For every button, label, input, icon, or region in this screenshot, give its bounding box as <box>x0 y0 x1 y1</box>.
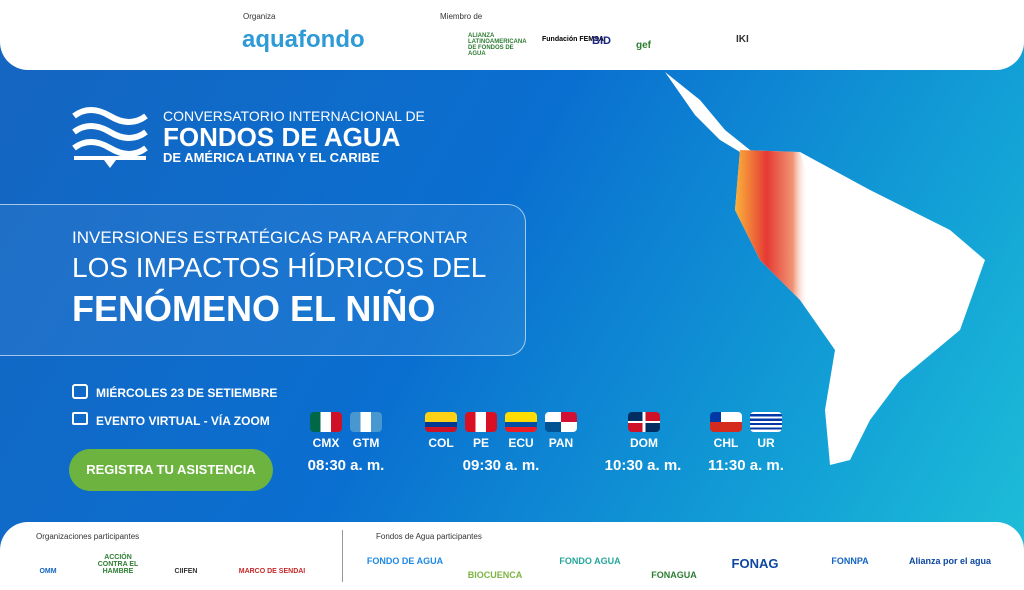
country-code: ECU <box>508 436 534 450</box>
fund-logo: BIOCUENCA <box>467 570 523 580</box>
fund-logo: FONNPA <box>831 556 869 566</box>
org-logo: OMM <box>39 568 57 575</box>
map <box>665 72 985 465</box>
fund-logo: FONAGUA <box>651 570 697 580</box>
brand: aquafondo <box>242 26 365 53</box>
flag <box>425 412 457 432</box>
waves-icon <box>72 107 148 168</box>
fund-logo: FONDO AGUA <box>559 556 621 566</box>
venue: EVENTO VIRTUAL - VÍA ZOOM <box>96 414 270 428</box>
title-line: CONVERSATORIO INTERNACIONAL DE <box>163 108 425 124</box>
country-code: DOM <box>630 436 658 450</box>
country-code: CMX <box>312 436 340 450</box>
member-logo: ALIANZA LATINOAMERICANA DE FONDOS DE AGU… <box>468 33 527 57</box>
country-code: COL <box>428 436 454 450</box>
fund-logo: Alianza por el agua <box>908 556 992 566</box>
time: 09:30 a. m. <box>462 457 540 474</box>
time: 08:30 a. m. <box>307 457 385 474</box>
org-logo: MARCO DE SENDAI <box>238 568 306 575</box>
flag <box>710 412 742 432</box>
headline-line: LOS IMPACTOS HÍDRICOS DEL <box>72 252 487 283</box>
time: 10:30 a. m. <box>604 457 682 474</box>
label: Fondos de Agua participantes <box>376 532 482 541</box>
flag <box>750 412 782 432</box>
headline-line: INVERSIONES ESTRATÉGICAS PARA AFRONTAR <box>72 228 468 247</box>
headline-line: FENÓMENO EL NIÑO <box>72 288 436 329</box>
flag <box>350 412 382 432</box>
flag <box>628 412 660 432</box>
flag <box>545 412 577 432</box>
label: Organizaciones participantes <box>36 532 140 541</box>
flag <box>465 412 497 432</box>
flag <box>310 412 342 432</box>
screen-icon <box>72 412 88 425</box>
header: Organiza aquafondo Miembro de ALIANZA LA… <box>0 0 1024 70</box>
country-code: PAN <box>548 436 574 450</box>
country-code: PE <box>472 436 489 450</box>
title-line: DE AMÉRICA LATINA Y EL CARIBE <box>163 150 380 165</box>
calendar-icon <box>72 384 88 399</box>
footer: Organizaciones participantes Fondos de A… <box>0 522 1024 590</box>
title-line: FONDOS DE AGUA <box>163 122 401 152</box>
date: MIÉRCOLES 23 DE SETIEMBRE <box>96 386 278 400</box>
flag <box>505 412 537 432</box>
member-logo: gef <box>636 40 651 51</box>
label: Organiza <box>243 12 276 21</box>
fund-logo: FONDO DE AGUA <box>366 556 444 566</box>
divider <box>342 530 343 582</box>
headline-box <box>0 204 526 356</box>
member-logo: IKI <box>736 34 749 45</box>
member-logo: BID <box>592 35 611 47</box>
member-logo: Fundación FEMSA <box>542 36 604 43</box>
country-code: UR <box>757 436 775 450</box>
country-code: CHL <box>713 436 739 450</box>
time: 11:30 a. m. <box>708 457 784 474</box>
org-logo: CIIFEN <box>174 568 198 575</box>
label: Miembro de <box>440 12 483 21</box>
register-button[interactable]: REGISTRA TU ASISTENCIA <box>69 449 273 491</box>
fund-logo: FONAG <box>731 556 779 571</box>
country-code: GTM <box>352 436 380 450</box>
org-logo: ACCIÓN CONTRA EL HAMBRE <box>97 554 139 575</box>
